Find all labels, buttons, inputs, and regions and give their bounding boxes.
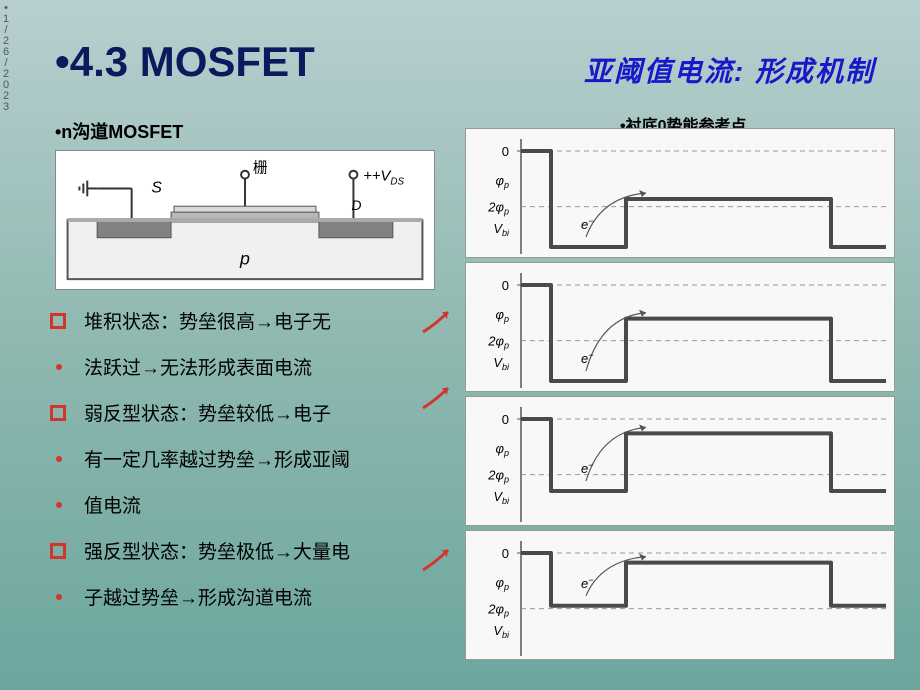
dot-bullet-icon [56,594,62,600]
bullet-text: 有一定几率越过势垒→形成亚阈 [84,445,350,472]
svg-text:e−: e− [581,350,594,366]
arrow-icon [418,302,463,337]
svg-text:2φp: 2φp [487,334,509,351]
svg-text:φp: φp [496,307,510,324]
svg-text:栅: 栅 [253,160,268,177]
energy-band-diagram: 0 φp 2φp Vbi e− [465,530,895,660]
subtitle-right: 亚阈值电流: 形成机制 [584,50,875,90]
svg-text:2φp: 2φp [487,468,509,485]
bullet-row: 有一定几率越过势垒→形成亚阈 [50,445,430,472]
energy-band-diagram: 0 φp 2φp Vbi e− [465,128,895,258]
dot-bullet-icon [56,456,62,462]
svg-text:2φp: 2φp [487,602,509,619]
svg-text:0: 0 [502,412,509,427]
svg-text:0: 0 [502,546,509,561]
bullet-row: 堆积状态：势垒很高→电子无 [50,307,430,334]
square-bullet-icon [50,313,66,329]
subtitle-left: •n沟道MOSFET [55,118,183,144]
bullet-text: 值电流 [84,491,141,518]
bullet-text: 堆积状态：势垒很高→电子无 [84,307,331,334]
svg-text:2φp: 2φp [487,200,509,217]
arrow-icon [418,540,463,575]
bullet-text: 弱反型状态：势垒较低→电子 [84,399,331,426]
bullet-row: 法跃过→无法形成表面电流 [50,353,430,380]
svg-text:Vbi: Vbi [493,355,510,372]
svg-text:Vbi: Vbi [493,489,510,506]
bullet-row: 弱反型状态：势垒较低→电子 [50,399,430,426]
svg-text:Vbi: Vbi [493,623,510,640]
svg-text:0: 0 [502,144,509,159]
dot-bullet-icon [56,364,62,370]
svg-text:p: p [239,248,250,268]
svg-text:φp: φp [496,173,510,190]
svg-text:e−: e− [581,460,594,476]
slide-title: •4.3 MOSFET [55,38,315,86]
energy-diagram-stack: 0 φp 2φp Vbi e− 0 φp 2φp Vbi e− 0 φp 2φp… [465,128,895,664]
svg-text:Vbi: Vbi [493,221,510,238]
square-bullet-icon [50,405,66,421]
energy-band-diagram: 0 φp 2φp Vbi e− [465,262,895,392]
bullet-row: 值电流 [50,491,430,518]
mosfet-svg: S 栅 ++VDS D p [56,151,434,289]
svg-text:e−: e− [581,575,594,591]
square-bullet-icon [50,543,66,559]
bullet-list: 堆积状态：势垒很高→电子无法跃过→无法形成表面电流弱反型状态：势垒较低→电子有一… [50,307,430,629]
bullet-text: 强反型状态：势垒极低→大量电 [84,537,350,564]
svg-text:φp: φp [496,575,510,592]
svg-text:e−: e− [581,216,594,232]
date-stamp: •1/26/2023 [0,2,11,112]
bullet-row: 强反型状态：势垒极低→大量电 [50,537,430,564]
bullet-text: 法跃过→无法形成表面电流 [84,353,312,380]
dot-bullet-icon [56,502,62,508]
svg-text:++VDS: ++VDS [363,169,404,188]
arrow-icon [418,378,463,413]
svg-text:S: S [151,179,162,196]
bullet-text: 子越过势垒→形成沟道电流 [84,583,312,610]
bullet-row: 子越过势垒→形成沟道电流 [50,583,430,610]
energy-band-diagram: 0 φp 2φp Vbi e− [465,396,895,526]
mosfet-cross-section: S 栅 ++VDS D p [55,150,435,290]
svg-text:φp: φp [496,441,510,458]
svg-text:0: 0 [502,278,509,293]
svg-text:D: D [351,198,361,213]
